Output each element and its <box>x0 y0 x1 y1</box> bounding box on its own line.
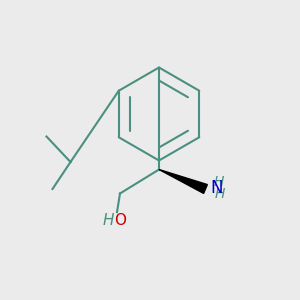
Text: H: H <box>214 175 224 188</box>
Text: H: H <box>102 213 114 228</box>
Polygon shape <box>159 169 207 194</box>
Text: H: H <box>214 188 225 201</box>
Text: N: N <box>210 179 223 197</box>
Text: O: O <box>114 213 126 228</box>
